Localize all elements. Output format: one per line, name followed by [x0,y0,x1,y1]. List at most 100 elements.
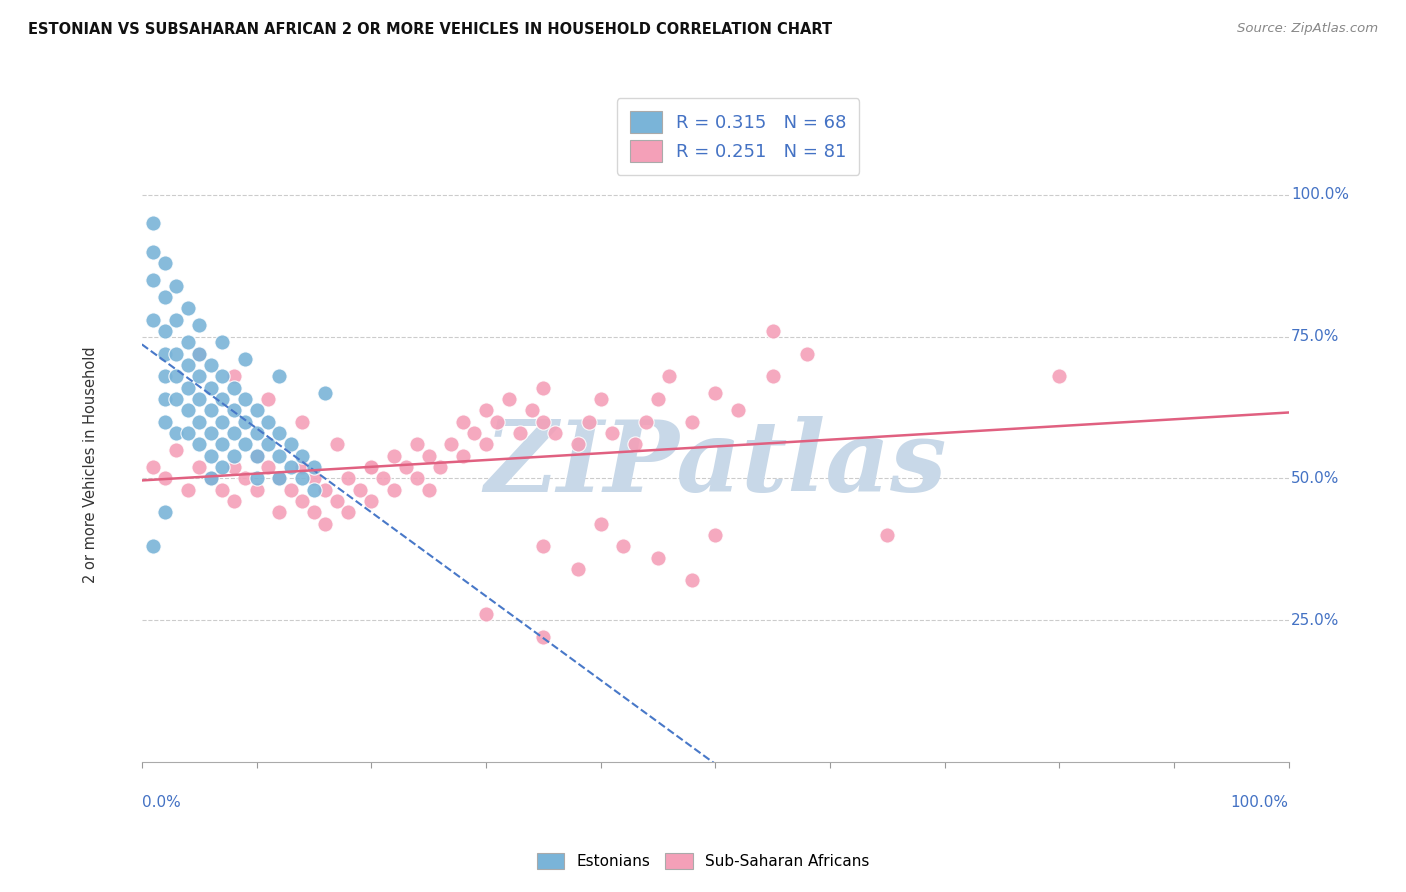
Point [314,516,336,531]
Point [291,471,314,485]
Point [360,494,382,508]
Point [269,471,291,485]
Point [211,415,233,429]
Point [222,494,245,508]
Point [245,471,267,485]
Point [233,352,256,367]
Point [531,540,554,554]
Point [142,312,165,326]
Point [233,415,256,429]
Point [177,483,200,497]
Point [188,392,211,406]
Point [165,369,187,384]
Point [269,471,291,485]
Point [257,415,280,429]
Point [211,335,233,350]
Point [314,483,336,497]
Point [681,415,703,429]
Point [177,425,200,440]
Point [269,369,291,384]
Point [531,381,554,395]
Point [188,346,211,360]
Point [761,369,783,384]
Point [245,449,267,463]
Point [326,494,349,508]
Point [291,449,314,463]
Point [280,437,302,451]
Point [188,346,211,360]
Point [269,449,291,463]
Point [624,437,647,451]
Point [727,403,749,417]
Text: 75.0%: 75.0% [1291,329,1340,344]
Point [153,369,176,384]
Point [418,483,440,497]
Point [658,369,681,384]
Point [211,369,233,384]
Point [257,460,280,475]
Point [486,415,509,429]
Point [382,483,405,497]
Point [153,290,176,304]
Point [360,460,382,475]
Text: 2 or more Vehicles in Household: 2 or more Vehicles in Household [83,346,98,582]
Point [796,346,818,360]
Point [876,528,898,542]
Point [406,437,429,451]
Point [269,505,291,519]
Point [245,425,267,440]
Point [165,312,187,326]
Text: 50.0%: 50.0% [1291,471,1340,486]
Point [463,425,485,440]
Point [326,437,349,451]
Point [612,540,634,554]
Point [589,516,612,531]
Point [429,460,451,475]
Point [142,273,165,287]
Point [188,318,211,333]
Legend: Estonians, Sub-Saharan Africans: Estonians, Sub-Saharan Africans [530,847,876,875]
Point [200,403,222,417]
Point [681,574,703,588]
Point [142,216,165,230]
Point [153,346,176,360]
Text: 25.0%: 25.0% [1291,613,1340,628]
Point [200,358,222,372]
Point [406,471,429,485]
Point [451,449,474,463]
Point [200,471,222,485]
Point [337,471,360,485]
Text: 100.0%: 100.0% [1230,795,1289,810]
Point [153,505,176,519]
Point [222,381,245,395]
Point [153,471,176,485]
Point [647,550,669,565]
Point [177,335,200,350]
Point [600,425,623,440]
Text: 100.0%: 100.0% [1291,187,1348,202]
Point [1047,369,1070,384]
Point [233,437,256,451]
Point [531,630,554,644]
Point [233,471,256,485]
Point [451,415,474,429]
Point [177,301,200,316]
Point [211,483,233,497]
Point [520,403,543,417]
Point [337,505,360,519]
Point [142,244,165,259]
Text: ESTONIAN VS SUBSAHARAN AFRICAN 2 OR MORE VEHICLES IN HOUSEHOLD CORRELATION CHART: ESTONIAN VS SUBSAHARAN AFRICAN 2 OR MORE… [28,22,832,37]
Point [475,437,498,451]
Point [280,483,302,497]
Point [475,403,498,417]
Point [544,425,567,440]
Point [314,386,336,401]
Point [200,381,222,395]
Point [142,540,165,554]
Point [578,415,600,429]
Point [165,346,187,360]
Point [704,386,727,401]
Point [222,403,245,417]
Text: 0.0%: 0.0% [142,795,180,810]
Point [371,471,394,485]
